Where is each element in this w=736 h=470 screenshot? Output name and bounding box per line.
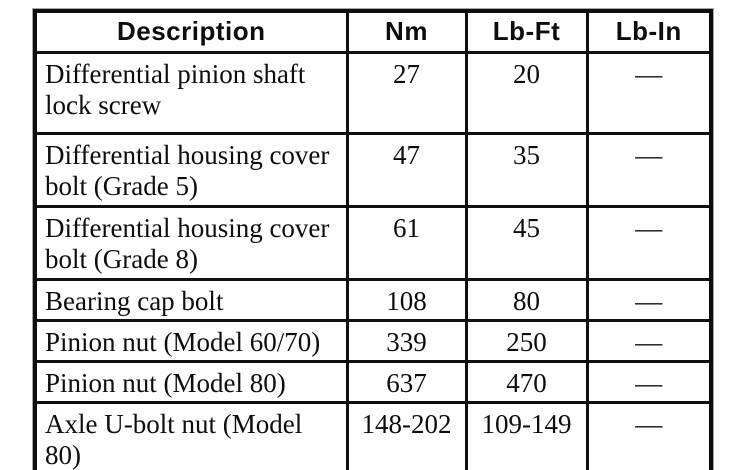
- cell-description: Bearing cap bolt: [33, 278, 349, 322]
- cell-lbft: 20: [464, 51, 589, 135]
- cell-nm: 148-202: [345, 401, 468, 470]
- cell-lbft: 35: [464, 132, 589, 208]
- cell-description: Pinion nut (Model 80): [33, 360, 349, 404]
- header-row: Description Nm Lb-Ft Lb-In: [33, 9, 713, 54]
- cell-lbin: —: [585, 360, 713, 404]
- cell-lbft: 109-149: [464, 401, 589, 470]
- table-row: Pinion nut (Model 80) 637 470 —: [33, 360, 713, 404]
- cell-nm: 108: [345, 278, 468, 322]
- table-row: Pinion nut (Model 60/70) 339 250 —: [33, 319, 713, 363]
- cell-lbft: 250: [464, 319, 589, 363]
- cell-lbin: —: [585, 401, 713, 470]
- header-cell-nm: Nm: [345, 9, 468, 54]
- torque-spec-table: Description Nm Lb-Ft Lb-In Differential …: [33, 9, 713, 470]
- cell-nm: 61: [345, 205, 468, 281]
- cell-lbin: —: [585, 205, 713, 281]
- cell-description: Differential housing cover bolt (Grade 5…: [33, 132, 349, 208]
- cell-lbft: 80: [464, 278, 589, 322]
- table-row: Axle U-bolt nut (Model 80) 148-202 109-1…: [33, 401, 713, 470]
- cell-description: Pinion nut (Model 60/70): [33, 319, 349, 363]
- table-row: Bearing cap bolt 108 80 —: [33, 278, 713, 322]
- cell-lbin: —: [585, 278, 713, 322]
- cell-description: Differential housing cover bolt (Grade 8…: [33, 205, 349, 281]
- cell-description: Axle U-bolt nut (Model 80): [33, 401, 349, 470]
- table-row: Differential housing cover bolt (Grade 8…: [33, 205, 713, 281]
- header-cell-lbft: Lb-Ft: [464, 9, 589, 54]
- header-cell-lbin: Lb-In: [585, 9, 713, 54]
- cell-description: Differential pinion shaft lock screw: [33, 51, 349, 135]
- cell-nm: 637: [345, 360, 468, 404]
- cell-lbin: —: [585, 51, 713, 135]
- cell-lbft: 45: [464, 205, 589, 281]
- cell-lbft: 470: [464, 360, 589, 404]
- table-row: Differential pinion shaft lock screw 27 …: [33, 51, 713, 135]
- header-cell-description: Description: [33, 9, 349, 54]
- cell-lbin: —: [585, 319, 713, 363]
- cell-nm: 27: [345, 51, 468, 135]
- table-row: Differential housing cover bolt (Grade 5…: [33, 132, 713, 208]
- cell-nm: 47: [345, 132, 468, 208]
- cell-nm: 339: [345, 319, 468, 363]
- cell-lbin: —: [585, 132, 713, 208]
